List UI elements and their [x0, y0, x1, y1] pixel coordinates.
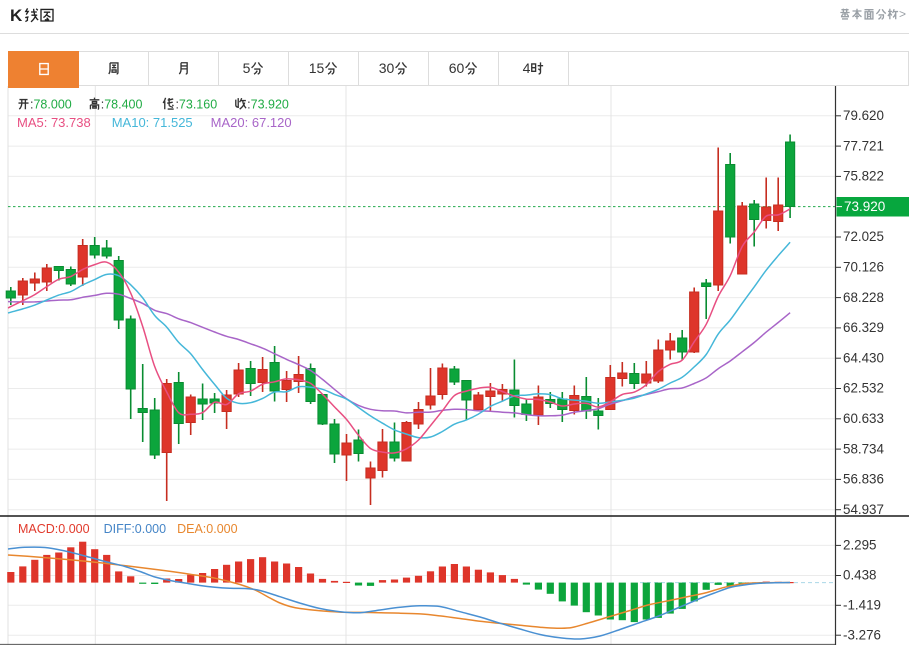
svg-text:60.633: 60.633: [843, 411, 884, 426]
svg-text:54.937: 54.937: [843, 502, 884, 517]
svg-text:73.920: 73.920: [844, 199, 885, 214]
svg-text:2.295: 2.295: [843, 538, 877, 553]
svg-text:72.025: 72.025: [843, 229, 884, 244]
svg-text:58.734: 58.734: [843, 441, 885, 456]
svg-text:0.438: 0.438: [843, 568, 877, 583]
svg-text:79.620: 79.620: [843, 108, 884, 123]
svg-text:-1.419: -1.419: [843, 598, 881, 613]
svg-text:56.836: 56.836: [843, 472, 884, 487]
svg-text:68.228: 68.228: [843, 290, 884, 305]
svg-text:70.126: 70.126: [843, 260, 884, 275]
svg-text:64.430: 64.430: [843, 350, 884, 365]
svg-text:77.721: 77.721: [843, 138, 884, 153]
svg-text:62.532: 62.532: [843, 381, 884, 396]
svg-text:-3.276: -3.276: [843, 627, 881, 642]
svg-text:75.822: 75.822: [843, 169, 884, 184]
svg-text:66.329: 66.329: [843, 320, 884, 335]
